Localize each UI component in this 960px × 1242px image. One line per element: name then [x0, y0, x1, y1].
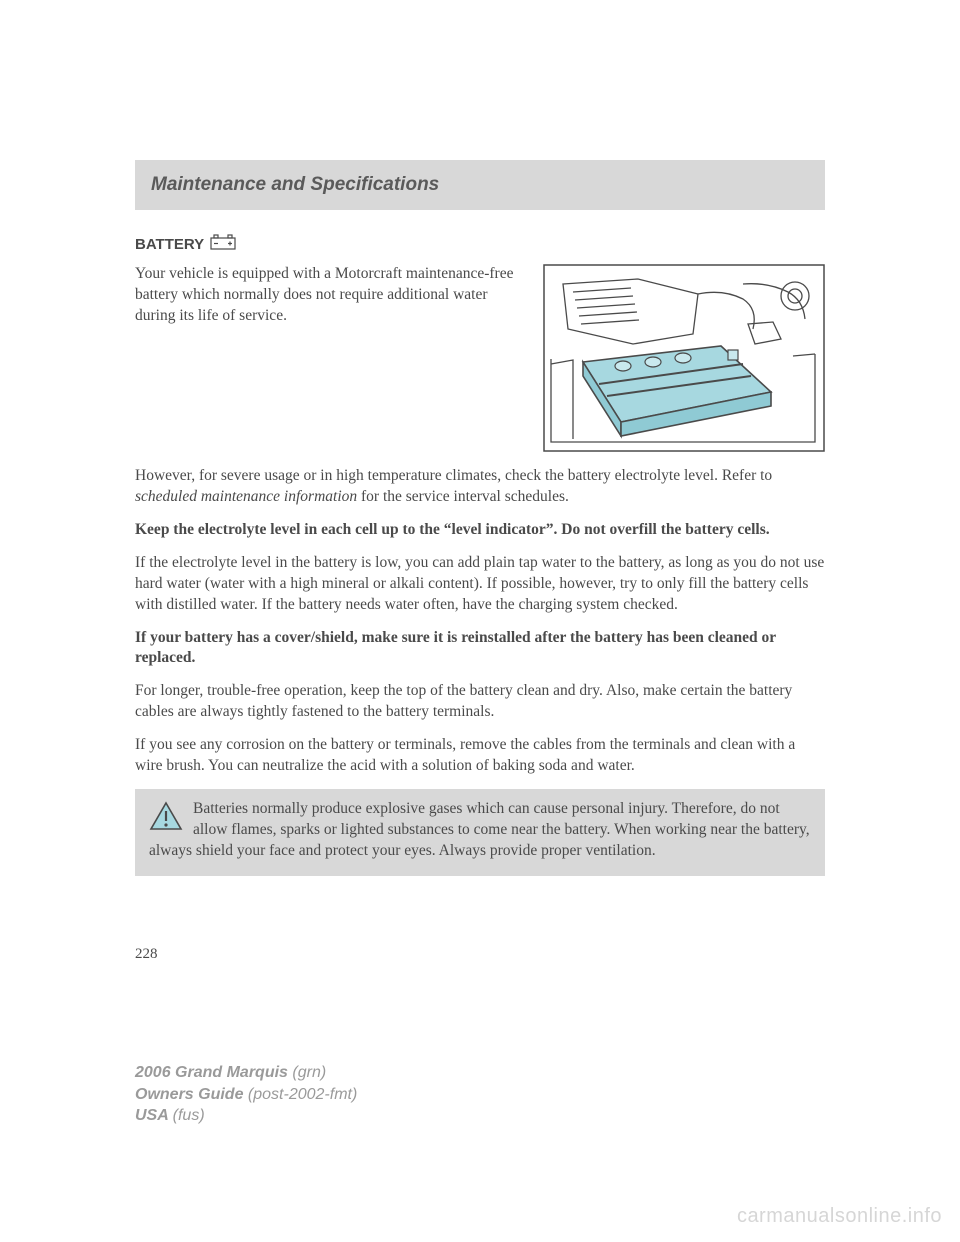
- paragraph-cover-shield: If your battery has a cover/shield, make…: [135, 628, 825, 670]
- footer-line-1: 2006 Grand Marquis (grn): [135, 1062, 357, 1084]
- section-header-title: Maintenance and Specifications: [151, 174, 809, 196]
- text-fragment: However, for severe usage or in high tem…: [135, 467, 772, 484]
- intro-paragraph: Your vehicle is equipped with a Motorcra…: [135, 264, 523, 452]
- footer-line-2: Owners Guide (post-2002-fmt): [135, 1084, 357, 1106]
- section-header-bar: Maintenance and Specifications: [135, 160, 825, 210]
- paragraph-corrosion: If you see any corrosion on the battery …: [135, 735, 825, 777]
- footer-rest: (fus): [173, 1107, 205, 1124]
- battery-icon: [210, 234, 236, 254]
- text-italic: scheduled maintenance information: [135, 488, 357, 505]
- intro-row: Your vehicle is equipped with a Motorcra…: [135, 264, 825, 452]
- footer-block: 2006 Grand Marquis (grn) Owners Guide (p…: [135, 1062, 357, 1127]
- warning-text: Batteries normally produce explosive gas…: [149, 800, 810, 859]
- footer-rest: (grn): [292, 1064, 326, 1081]
- paragraph-electrolyte-low: If the electrolyte level in the battery …: [135, 553, 825, 616]
- footer-bold: USA: [135, 1107, 173, 1124]
- paragraph-severe-usage: However, for severe usage or in high tem…: [135, 466, 825, 508]
- paragraph-level-indicator: Keep the electrolyte level in each cell …: [135, 520, 825, 541]
- engine-bay-figure: [543, 264, 825, 452]
- text-fragment: for the service interval schedules.: [357, 488, 569, 505]
- battery-heading-text: BATTERY: [135, 236, 204, 253]
- paragraph-clean-dry: For longer, trouble-free operation, keep…: [135, 681, 825, 723]
- footer-line-3: USA (fus): [135, 1105, 357, 1127]
- footer-bold: Owners Guide: [135, 1086, 248, 1103]
- battery-heading: BATTERY: [135, 234, 825, 254]
- page-number: 228: [135, 946, 825, 963]
- warning-icon: [149, 801, 183, 838]
- watermark: carmanualsonline.info: [737, 1205, 942, 1228]
- manual-page: Maintenance and Specifications BATTERY Y…: [0, 0, 960, 963]
- footer-bold: 2006 Grand Marquis: [135, 1064, 292, 1081]
- warning-box: Batteries normally produce explosive gas…: [135, 789, 825, 876]
- footer-rest: (post-2002-fmt): [248, 1086, 357, 1103]
